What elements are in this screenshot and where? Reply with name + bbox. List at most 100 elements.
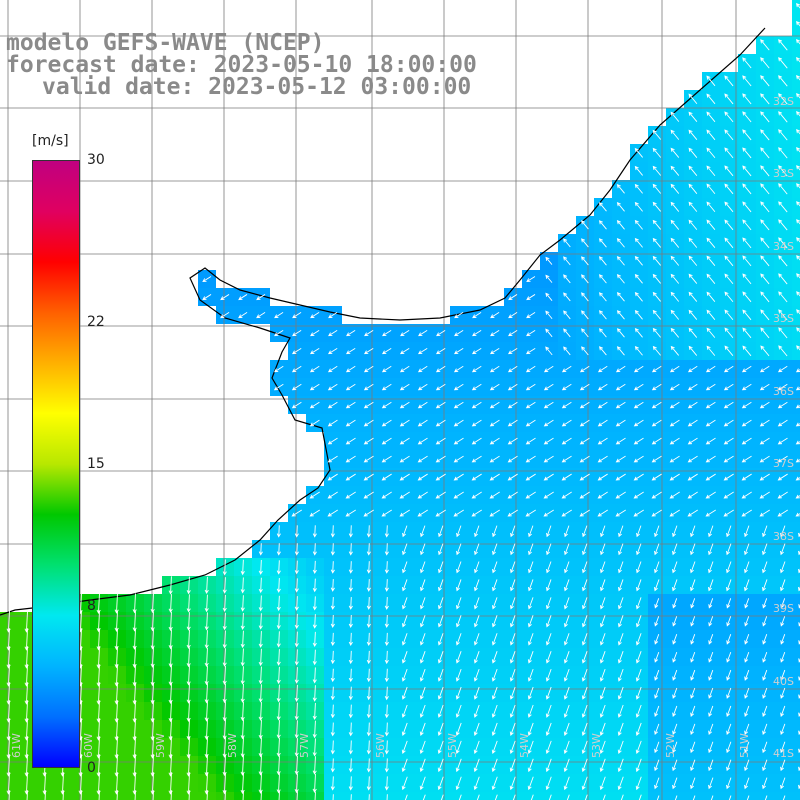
latitude-label: 35S [773,312,794,325]
wind-arrow [652,219,662,230]
wind-arrow [670,147,680,158]
wind-arrow [384,543,389,556]
wind-arrow [795,404,800,409]
wind-arrow [670,237,680,248]
wind-arrow [437,704,444,718]
wind-arrow [741,383,752,391]
wind-arrow [652,237,662,248]
wind-arrow [348,722,353,737]
wind-arrow [563,651,570,664]
wind-arrow [762,543,768,556]
wind-arrow [422,794,426,800]
wind-arrow [545,346,553,356]
wind-arrow [654,777,660,790]
wind-arrow [724,291,734,303]
wind-arrow [760,201,770,213]
wind-arrow [778,345,788,357]
wind-arrow [616,346,625,356]
wind-arrow [760,291,770,303]
wind-arrow [796,201,800,207]
wind-arrow [386,794,388,800]
wind-arrow [742,237,752,249]
wind-arrow [780,543,786,556]
wind-arrow [363,437,374,445]
wind-arrow [168,629,173,650]
wind-arrow [327,365,338,373]
wind-arrow [258,631,263,648]
wind-arrow [597,473,608,481]
wind-arrow [471,437,482,445]
wind-arrow [690,616,696,627]
wind-arrow [294,560,299,575]
wind-arrow [294,684,299,703]
wind-arrow [615,401,626,409]
wind-arrow [507,383,518,391]
wind-arrow [726,687,732,699]
wind-arrow [723,509,734,517]
wind-arrow [202,276,212,283]
wind-arrow [795,386,800,391]
wind-arrow [294,755,299,776]
wind-arrow [62,790,64,800]
wind-arrow [726,651,732,663]
wind-arrow [654,543,660,556]
wind-arrow [525,401,536,409]
wind-arrow [796,273,800,279]
wind-arrow [651,491,662,499]
wind-arrow [760,273,770,285]
wind-arrow [561,419,572,427]
wind-arrow [384,740,389,755]
wind-speed-cell [792,594,800,612]
wind-arrow [526,329,536,337]
wind-arrow [687,455,698,463]
wind-arrow [455,668,462,682]
wind-arrow [399,455,410,463]
wind-arrow [615,509,626,517]
wind-arrow [420,543,426,556]
wind-arrow [491,651,498,664]
wind-arrow [579,419,590,427]
wind-arrow [688,345,698,356]
wind-arrow [688,201,698,212]
wind-arrow [635,668,642,682]
wind-arrow [489,455,500,463]
wind-arrow [330,776,335,791]
wind-arrow [724,201,734,213]
wind-arrow [309,491,320,499]
wind-arrow [688,165,698,176]
wind-arrow [273,383,284,391]
wind-arrow [742,345,752,357]
wind-arrow [527,722,534,736]
wind-arrow [276,737,281,758]
wind-arrow [491,668,498,682]
wind-arrow [528,561,534,574]
wind-arrow [724,255,734,267]
wind-arrow [652,183,662,194]
wind-arrow [327,401,338,409]
wind-arrow [634,309,643,320]
wind-arrow [670,183,680,194]
wind-arrow [490,329,500,337]
wind-arrow [723,365,734,373]
wind-arrow [384,776,389,791]
wind-arrow [636,579,642,592]
wind-speed-cell [558,792,576,800]
wind-arrow [242,790,244,800]
wind-arrow [330,740,335,755]
wind-arrow [453,347,464,355]
wind-arrow [401,633,408,646]
wind-arrow [276,720,281,739]
wind-arrow [654,669,660,681]
wind-arrow [635,704,642,718]
wind-arrow [669,491,680,499]
wind-arrow [579,455,590,463]
wind-arrow [312,667,317,684]
wind-arrow [204,612,209,631]
wind-arrow [742,129,752,141]
wind-arrow [672,759,678,772]
wind-speed-cell [720,792,738,800]
wind-arrow [276,702,281,721]
wind-arrow [507,473,518,481]
wind-arrow [473,722,480,736]
wind-arrow [528,525,534,538]
